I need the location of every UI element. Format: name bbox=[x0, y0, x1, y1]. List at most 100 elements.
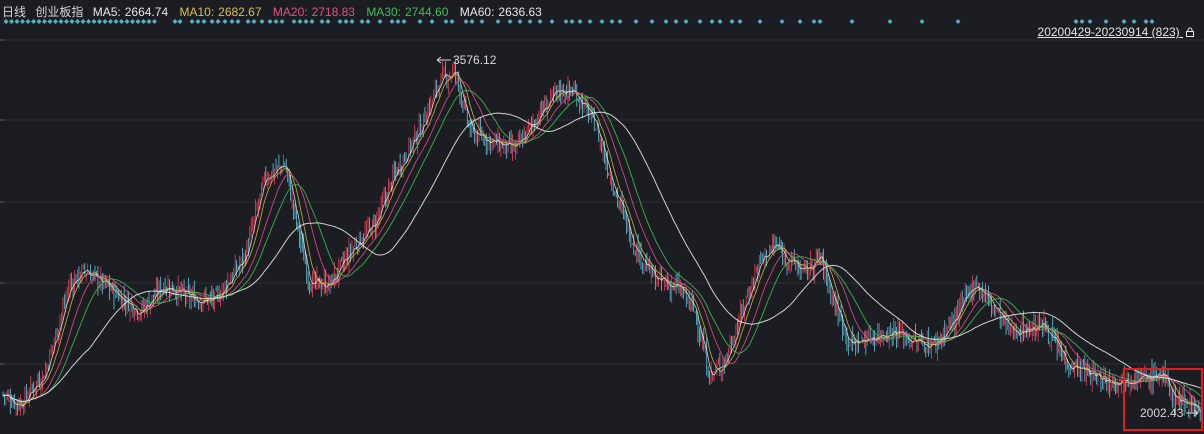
signal-marker bbox=[389, 19, 395, 24]
high-arrow-head bbox=[436, 56, 442, 64]
signal-marker bbox=[69, 19, 75, 24]
signal-marker bbox=[633, 19, 639, 24]
signal-marker bbox=[152, 19, 157, 24]
ma20-legend: MA20: 2718.83 bbox=[272, 5, 355, 19]
signal-marker bbox=[130, 19, 135, 24]
signal-marker bbox=[245, 19, 251, 24]
signal-marker bbox=[811, 19, 817, 24]
signal-marker bbox=[177, 19, 183, 24]
signal-marker bbox=[617, 19, 623, 24]
signal-marker bbox=[1103, 19, 1109, 24]
signal-marker bbox=[3, 19, 9, 24]
signal-marker bbox=[146, 19, 152, 24]
ma5-line bbox=[2, 71, 1202, 412]
signal-marker bbox=[172, 19, 178, 24]
signal-marker bbox=[297, 19, 303, 24]
signal-marker bbox=[683, 19, 689, 24]
signal-marker bbox=[189, 19, 195, 24]
ma60-line bbox=[2, 111, 1202, 403]
signal-marker bbox=[97, 19, 102, 24]
signal-marker bbox=[349, 19, 355, 24]
signal-marker bbox=[113, 19, 119, 24]
date-range-link[interactable]: 20200429-20230914 (823) bbox=[1038, 25, 1194, 39]
signal-marker bbox=[609, 19, 615, 24]
ma10-line bbox=[2, 73, 1202, 409]
signal-marker bbox=[135, 19, 141, 24]
signal-marker bbox=[14, 19, 20, 24]
signal-marker bbox=[401, 19, 407, 24]
signal-marker bbox=[325, 19, 331, 24]
period-label: 日线 bbox=[2, 5, 27, 19]
ma-legend: 日线 创业板指 MA5: 2664.74 MA10: 2682.67 MA20: 27… bbox=[2, 3, 550, 20]
signal-marker bbox=[1087, 19, 1093, 24]
signal-marker bbox=[817, 19, 823, 24]
signal-marker bbox=[377, 19, 383, 24]
signal-marker bbox=[279, 19, 285, 24]
signal-marker bbox=[75, 19, 80, 24]
signal-marker bbox=[1149, 19, 1155, 24]
signal-marker bbox=[709, 19, 715, 24]
signal-marker bbox=[395, 19, 401, 24]
signal-marker bbox=[9, 19, 14, 24]
signal-marker bbox=[229, 19, 235, 24]
signal-marker bbox=[273, 19, 279, 24]
signal-marker bbox=[469, 19, 475, 24]
signal-marker bbox=[36, 19, 42, 24]
date-range-text: 20200429-20230914 (823) bbox=[1037, 25, 1180, 39]
signal-marker bbox=[201, 19, 207, 24]
ma60-legend: MA60: 2636.63 bbox=[459, 5, 542, 19]
signal-markers bbox=[3, 19, 1155, 24]
signal-marker bbox=[25, 19, 31, 24]
signal-marker bbox=[209, 19, 215, 24]
signal-marker bbox=[887, 19, 893, 24]
signal-marker bbox=[20, 19, 25, 24]
signal-marker bbox=[108, 19, 113, 24]
signal-marker bbox=[757, 19, 763, 24]
signal-marker bbox=[449, 19, 455, 24]
signal-marker bbox=[91, 19, 97, 24]
signal-marker bbox=[222, 19, 228, 24]
signal-marker bbox=[549, 19, 555, 24]
signal-marker bbox=[291, 19, 297, 24]
signal-marker bbox=[563, 19, 569, 24]
signal-marker bbox=[495, 19, 501, 24]
signal-marker bbox=[64, 19, 69, 24]
signal-marker bbox=[309, 19, 315, 24]
signal-marker bbox=[599, 19, 605, 24]
signal-marker bbox=[779, 19, 785, 24]
signal-marker bbox=[527, 19, 533, 24]
signal-marker bbox=[697, 19, 703, 24]
signal-marker bbox=[797, 19, 803, 24]
signal-marker bbox=[507, 19, 513, 24]
signal-marker bbox=[42, 19, 47, 24]
signal-marker bbox=[663, 19, 669, 24]
index-name: 创业板指 bbox=[35, 5, 84, 19]
signal-marker bbox=[235, 19, 241, 24]
signal-marker bbox=[337, 19, 343, 24]
ma30-line bbox=[2, 89, 1202, 403]
signal-marker bbox=[463, 19, 469, 24]
signal-marker bbox=[717, 19, 723, 24]
signal-marker bbox=[31, 19, 36, 24]
signal-marker bbox=[259, 19, 265, 24]
ma20-line bbox=[2, 80, 1202, 405]
signal-marker bbox=[537, 19, 543, 24]
signal-marker bbox=[86, 19, 91, 24]
signal-marker bbox=[124, 19, 130, 24]
signal-marker bbox=[1131, 19, 1137, 24]
ma10-legend: MA10: 2682.67 bbox=[179, 5, 262, 19]
signal-marker bbox=[251, 19, 257, 24]
ma30-legend: MA30: 2744.60 bbox=[366, 5, 449, 19]
signal-marker bbox=[195, 19, 201, 24]
signal-marker bbox=[359, 19, 365, 24]
signal-marker bbox=[849, 19, 855, 24]
signal-marker bbox=[58, 19, 64, 24]
signal-marker bbox=[673, 19, 679, 24]
signal-marker bbox=[1073, 19, 1079, 24]
signal-marker bbox=[267, 19, 273, 24]
signal-marker bbox=[319, 19, 325, 24]
signal-marker bbox=[417, 19, 423, 24]
low-arrow-head bbox=[1193, 409, 1199, 417]
